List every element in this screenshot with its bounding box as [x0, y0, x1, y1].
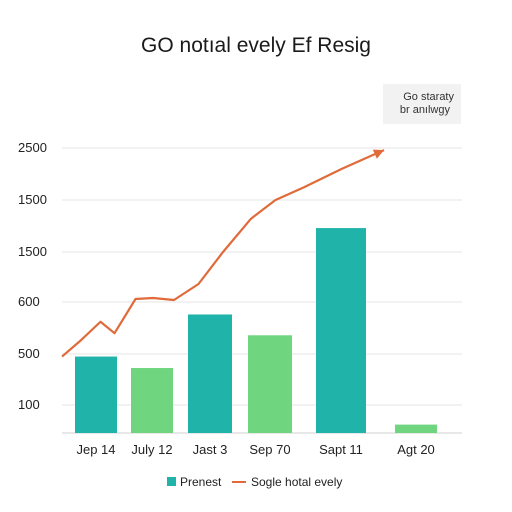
line-path — [61, 149, 385, 358]
y-tick-label: 1500 — [18, 192, 47, 207]
x-tick-label: Sep 70 — [249, 442, 290, 457]
y-axis-tick-labels: 2500 1500 1500 600 500 100 — [18, 140, 47, 412]
y-tick-label: 600 — [18, 294, 40, 309]
x-tick-label: Agt 20 — [397, 442, 435, 457]
chart-title: GO notıal evely Ef Resig — [141, 34, 371, 57]
y-tick-label: 100 — [18, 397, 40, 412]
bar — [316, 228, 366, 433]
legend-swatch-bar — [167, 477, 176, 486]
y-tick-label: 500 — [18, 346, 40, 361]
x-tick-label: Jast 3 — [193, 442, 228, 457]
annotation-line-1: Go staraty — [403, 91, 454, 103]
bar — [395, 424, 437, 433]
bar — [131, 368, 173, 433]
line-arrowhead — [372, 149, 384, 159]
annotation-callout: Go staraty br anılwgy — [383, 84, 461, 124]
x-axis-tick-labels: Jep 14 July 12 Jast 3 Sep 70 Sapt 11 Agt 20 — [76, 442, 434, 457]
line-series — [61, 149, 385, 358]
legend: Prenest Sogle hotal evely — [167, 475, 342, 489]
x-tick-label: July 12 — [131, 442, 172, 457]
bar — [188, 314, 232, 433]
y-tick-label: 1500 — [18, 244, 47, 259]
x-tick-label: Sapt 11 — [319, 442, 363, 457]
annotation-box — [383, 84, 461, 124]
bar — [75, 356, 117, 433]
annotation-line-2: br anılwgy — [400, 104, 451, 116]
bar — [248, 335, 292, 433]
y-tick-label: 2500 — [18, 140, 47, 155]
bar-series — [75, 228, 437, 433]
x-tick-label: Jep 14 — [76, 442, 115, 457]
legend-label-bar: Prenest — [180, 475, 222, 489]
legend-label-line: Sogle hotal evely — [251, 475, 342, 489]
